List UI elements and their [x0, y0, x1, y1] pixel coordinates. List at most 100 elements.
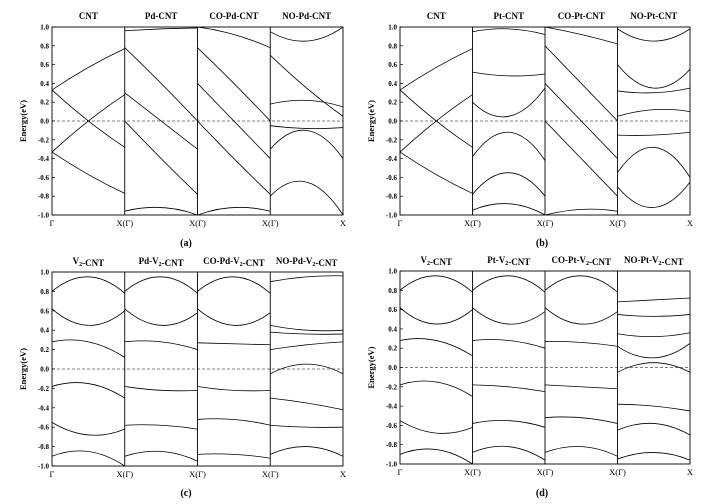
x-tick-label: X(Γ): [262, 218, 279, 228]
band-line: [52, 308, 125, 326]
y-tick-label: -1.0: [38, 212, 50, 220]
panel-title: Pd-CNT: [145, 11, 178, 21]
band-line: [472, 87, 545, 118]
band-line: [197, 386, 271, 392]
band-line: [545, 307, 618, 325]
x-tick-label: X(Γ): [609, 218, 626, 228]
y-tick-label: -0.6: [38, 424, 50, 432]
y-tick-label: -0.2: [38, 136, 50, 144]
x-tick-label: X(Γ): [262, 469, 279, 479]
y-tick-label: -0.2: [386, 136, 398, 144]
x-tick-label: X(Γ): [537, 218, 554, 228]
band-lines: [124, 27, 198, 215]
x-tick-label: X(Γ): [464, 467, 481, 477]
y-tick-label: -0.8: [386, 193, 398, 201]
band-line: [270, 324, 343, 332]
y-tick-label: -1.0: [386, 212, 398, 220]
y-axis-label: Energy(eV): [18, 348, 28, 390]
band-line: [197, 206, 271, 215]
band-line: [617, 28, 690, 42]
y-tick-label: 0.0: [388, 118, 397, 126]
panel: Pt-V2-CNT: [472, 255, 545, 461]
band-line: [617, 343, 690, 359]
band-line: [52, 422, 125, 436]
band-line: [545, 275, 618, 293]
band-line: [124, 47, 198, 122]
band-line: [197, 276, 271, 294]
band-line: [197, 308, 271, 326]
band-line: [270, 27, 343, 42]
y-tick-label: 0.4: [40, 327, 49, 335]
band-line: [270, 446, 343, 457]
band-line: [617, 362, 690, 373]
band-line: [617, 87, 690, 94]
band-line: [545, 416, 618, 424]
panel: Pt-CNT: [472, 11, 545, 215]
y-tick-label: -0.4: [38, 404, 50, 412]
y-tick-label: 0.8: [40, 288, 49, 296]
y-tick-label: -0.8: [386, 441, 398, 449]
x-tick-label: Γ: [398, 218, 403, 228]
y-axis-label: Energy(eV): [18, 100, 28, 142]
y-tick-label: 0.6: [388, 61, 397, 69]
panel-caption: (c): [180, 488, 191, 499]
y-tick-label: 1.0: [388, 24, 397, 32]
x-tick-label: X(Γ): [116, 469, 133, 479]
band-line: [545, 120, 618, 197]
band-lines: [197, 27, 271, 215]
band-line: [197, 418, 271, 426]
y-tick-label: 0.8: [388, 287, 397, 295]
band-line: [124, 27, 198, 32]
panel: NO-Pd-V2-CNT: [270, 256, 343, 457]
y-tick-label: 0.2: [40, 99, 49, 107]
band-line: [617, 64, 690, 89]
y-tick-label: 1.0: [40, 24, 49, 32]
y-tick-label: 0.2: [388, 99, 397, 107]
panel-title: NO-Pt-CNT: [630, 11, 677, 21]
panel-title: CNT: [427, 11, 446, 21]
band-lines: [472, 28, 545, 215]
band-line: [472, 275, 545, 293]
panel-title: Pd-V2-CNT: [139, 256, 184, 268]
x-tick-label: X(Γ): [189, 469, 206, 479]
band-lines: [270, 275, 343, 457]
panel: NO-Pt-CNT: [617, 11, 690, 208]
band-line: [197, 27, 271, 49]
band-line: [617, 181, 690, 208]
band-line: [400, 275, 473, 293]
y-tick-label: -0.8: [38, 443, 50, 451]
y-tick-label: 0.4: [40, 80, 49, 88]
band-line: [400, 307, 473, 325]
panel-caption: (d): [536, 488, 548, 499]
band-line: [617, 452, 690, 461]
band-lines: [545, 27, 618, 215]
y-tick-label: 0.4: [388, 80, 397, 88]
panel: NO-Pt-V2-CNT: [617, 255, 690, 461]
band-line: [617, 403, 690, 412]
band-line: [617, 146, 690, 178]
chart-group: V2-CNT Pd-V2-CNT CO-Pd-V2-CNT NO-Pd-V2-CNT 1…: [18, 256, 346, 499]
panel-title: CO-Pd-CNT: [209, 11, 258, 21]
band-line: [270, 180, 343, 215]
band-line: [472, 203, 545, 215]
band-line: [617, 109, 690, 117]
x-tick-label: X: [340, 218, 346, 228]
band-line: [197, 47, 271, 122]
y-tick-label: -0.4: [386, 403, 398, 411]
y-tick-label: 0.4: [388, 325, 397, 333]
y-tick-label: 1.0: [388, 268, 397, 276]
band-line: [545, 208, 618, 215]
y-tick-label: 0.6: [388, 306, 397, 314]
y-tick-label: 0.0: [40, 118, 49, 126]
band-line: [545, 384, 618, 390]
band-line: [52, 339, 125, 358]
panel: Pd-V2-CNT: [124, 256, 198, 462]
band-lines: [545, 275, 618, 457]
y-tick-label: -0.6: [386, 422, 398, 430]
y-tick-label: 0.0: [388, 364, 397, 372]
band-line: [124, 92, 198, 150]
y-tick-label: 1.0: [40, 269, 49, 277]
y-axis-label: Energy(eV): [366, 100, 376, 142]
band-line: [617, 332, 690, 338]
